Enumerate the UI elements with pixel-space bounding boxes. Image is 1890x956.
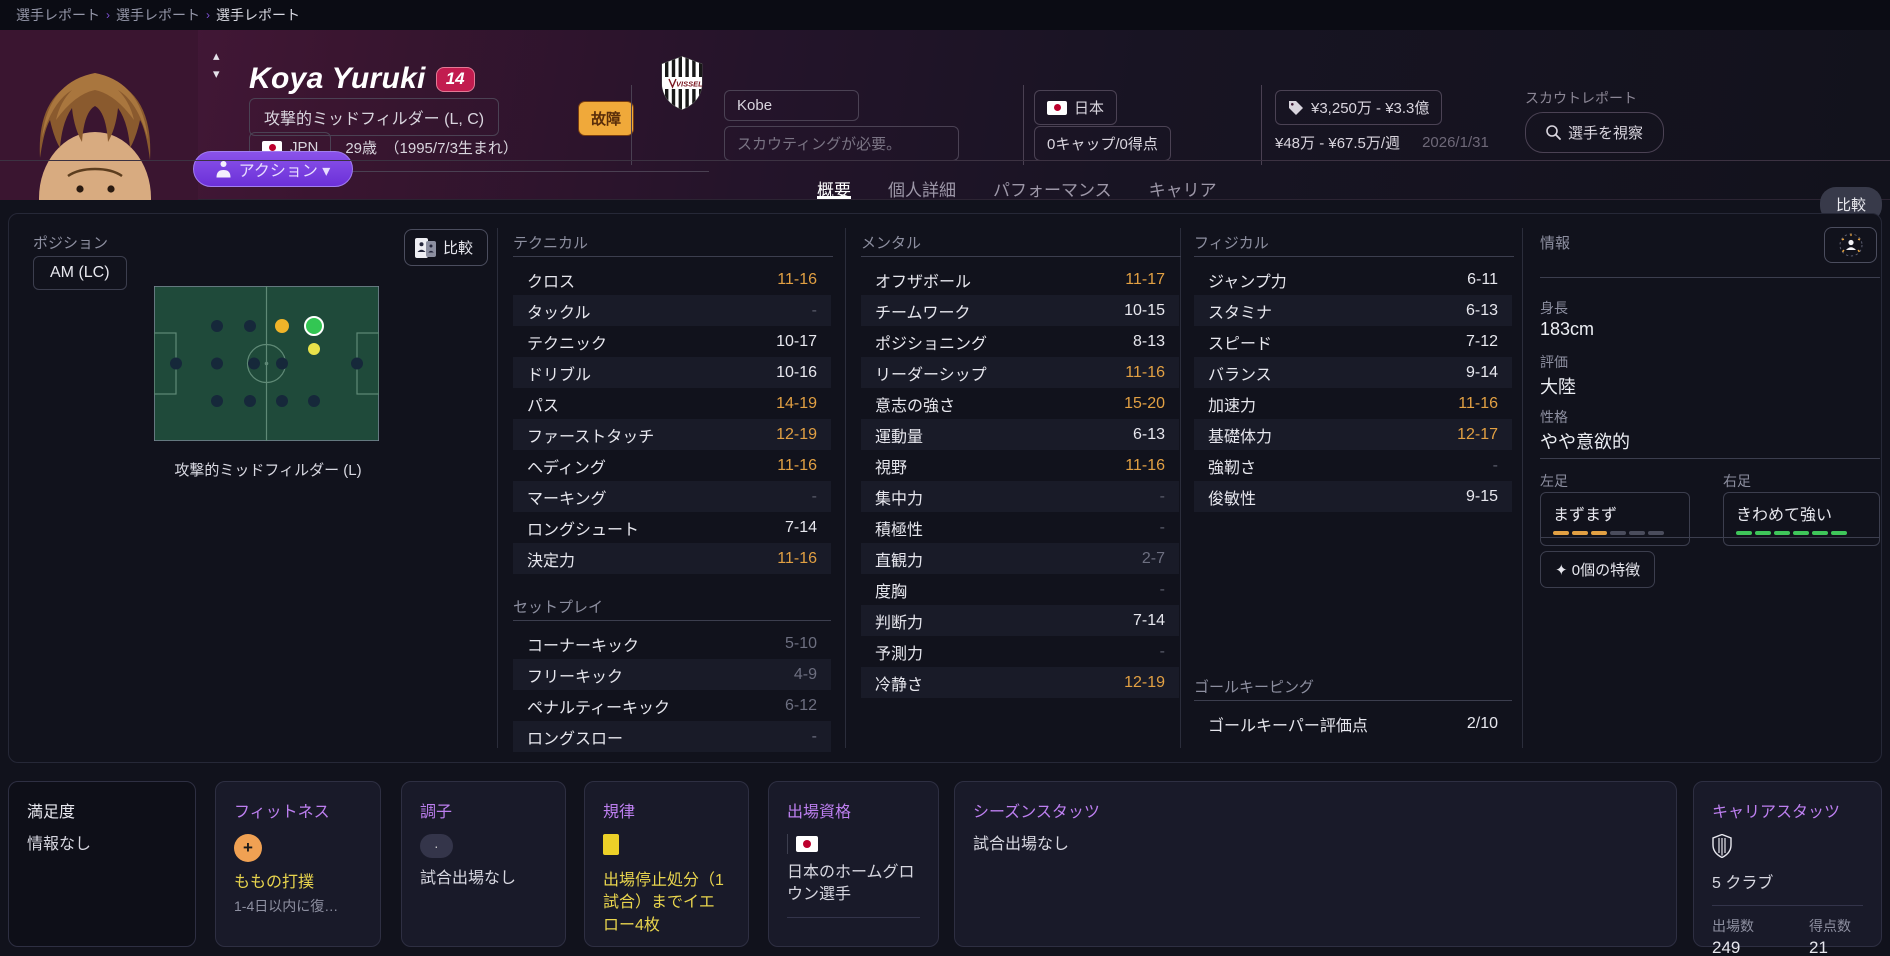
svg-text:VISSEL: VISSEL — [676, 80, 703, 89]
